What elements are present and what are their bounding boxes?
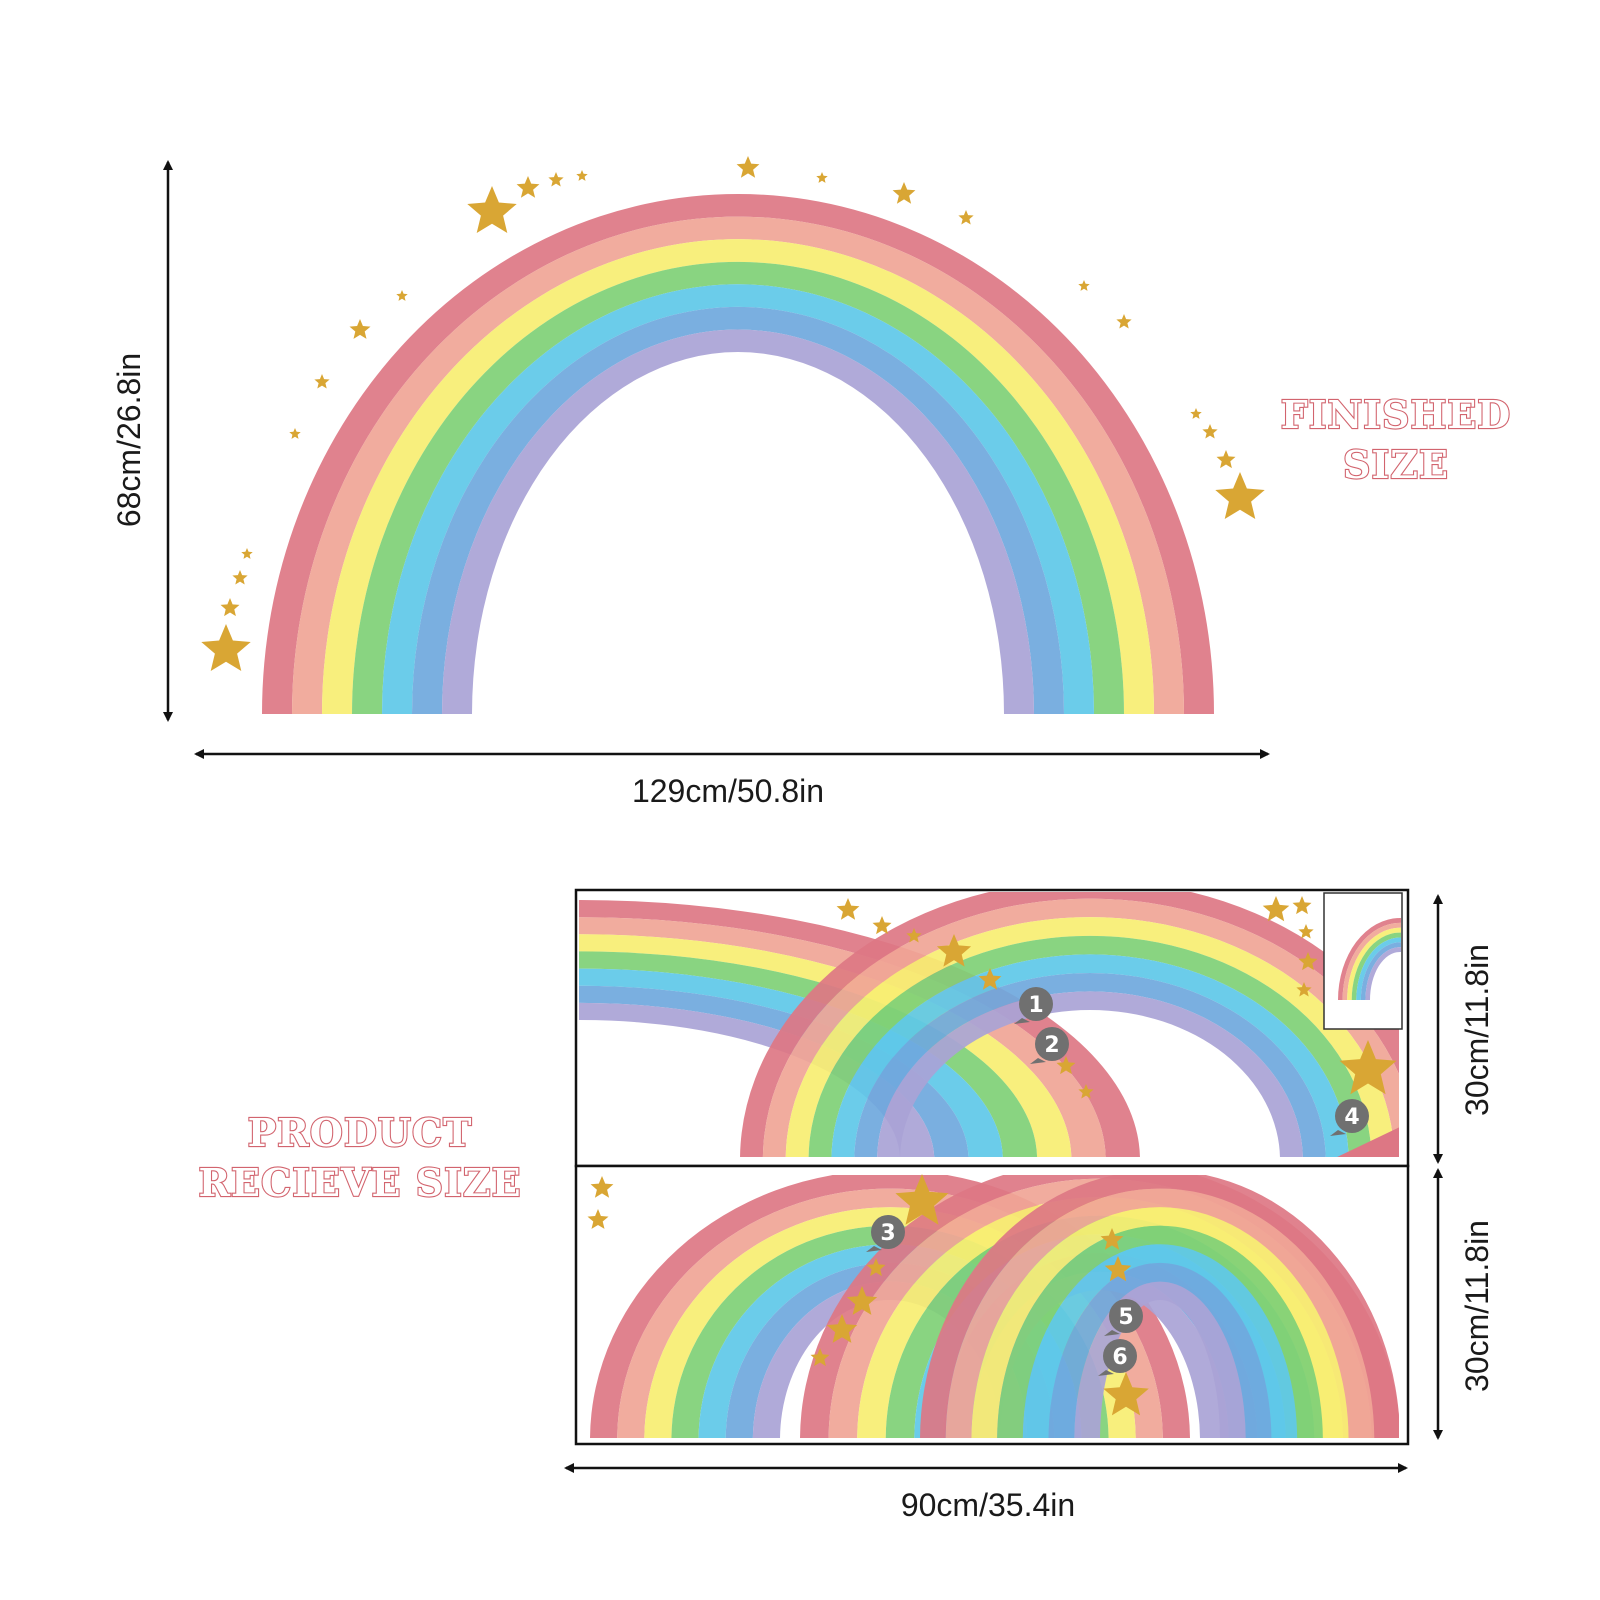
rainbow-piece: [1337, 1127, 1399, 1157]
finished-rainbow-stars: [201, 156, 1265, 671]
star-icon: [892, 182, 916, 204]
star-icon: [467, 186, 517, 233]
star-icon: [516, 176, 540, 198]
star-icon: [816, 172, 828, 183]
star-icon: [232, 570, 248, 585]
sheet2-rainbow-right-band: [1022, 1244, 1298, 1438]
piece-number: 2: [1044, 1033, 1059, 1058]
sheet2-rainbow-right-band: [971, 1207, 1349, 1438]
star-icon: [846, 1286, 878, 1315]
number-tag-icon: 1: [1014, 987, 1053, 1024]
sticker-preview-thumbnail: [1323, 892, 1403, 1030]
star-icon: [576, 170, 588, 181]
sheet2-rainbow-right-band: [1048, 1262, 1272, 1438]
finished-height-label: 68cm/26.8in: [111, 353, 147, 527]
piece-number: 6: [1112, 1345, 1127, 1370]
star-icon: [590, 1176, 614, 1198]
star-icon: [289, 428, 301, 439]
star-icon: [1056, 1056, 1076, 1075]
thumbnail-rainbow-band: [1351, 932, 1401, 1000]
star-icon: [958, 210, 974, 225]
star-icon: [1298, 952, 1318, 971]
sheet-stars: [587, 896, 1397, 1416]
product-size-label-line1: PRODUCT: [248, 1110, 473, 1155]
star-icon: [241, 548, 253, 559]
star-icon: [906, 928, 922, 943]
thumbnail-rainbow-band: [1356, 938, 1401, 1000]
star-icon: [736, 156, 760, 178]
star-icon: [1078, 1084, 1094, 1099]
star-icon: [1202, 424, 1218, 439]
star-icon: [895, 1174, 949, 1225]
star-icon: [396, 290, 408, 301]
finished-size-label-line1: FINISHED: [1281, 392, 1512, 437]
star-icon: [548, 172, 564, 187]
star-icon: [349, 319, 371, 339]
star-icon: [1339, 1040, 1397, 1095]
star-icon: [810, 1348, 830, 1367]
star-icon: [587, 1209, 609, 1229]
finished-width-label: 129cm/50.8in: [632, 773, 824, 809]
number-tag-icon: 3: [866, 1215, 905, 1252]
star-icon: [1215, 472, 1265, 519]
star-icon: [1116, 314, 1132, 329]
star-icon: [826, 1314, 858, 1343]
star-icon: [866, 1258, 886, 1277]
star-icon: [836, 898, 860, 920]
thumbnail-rainbow-band: [1347, 927, 1401, 1000]
star-icon: [978, 968, 1002, 990]
star-icon: [1190, 408, 1202, 419]
product-sheet-2: [574, 1164, 1410, 1446]
thumbnail-rainbow-band: [1365, 947, 1401, 1000]
number-tag-icon: 2: [1030, 1027, 1069, 1064]
star-icon: [1262, 896, 1290, 922]
number-tag-icon: 5: [1104, 1299, 1143, 1336]
star-icon: [1104, 1256, 1132, 1282]
star-icon: [1298, 924, 1314, 939]
piece-number-tags: 12 3 4 5 6: [866, 987, 1369, 1376]
star-icon: [1100, 1228, 1124, 1250]
star-icon: [1216, 450, 1236, 469]
sheet2-height-label: 30cm/11.8in: [1459, 1220, 1495, 1392]
star-icon: [1078, 280, 1090, 291]
star-icon: [1292, 896, 1312, 915]
product-sheet-1: [574, 888, 1410, 1168]
star-icon: [1296, 982, 1312, 997]
finished-size-label-line2: SIZE: [1343, 442, 1449, 487]
star-icon: [872, 916, 892, 935]
thumbnail-rainbow-band: [1338, 918, 1401, 1000]
number-tag-icon: 4: [1330, 1099, 1369, 1136]
star-icon: [936, 934, 972, 967]
thumbnail-rainbow-band: [1342, 922, 1401, 1000]
number-tag-icon: 6: [1098, 1339, 1137, 1376]
star-icon: [201, 624, 251, 671]
piece-number: 4: [1344, 1105, 1359, 1130]
sheet1-rainbow-right-band: [854, 973, 1326, 1157]
sheet1-height-label: 30cm/11.8in: [1459, 944, 1495, 1116]
sheet1-rainbow-right-band: [877, 991, 1303, 1157]
piece-number: 3: [880, 1221, 895, 1246]
finished-rainbow: [262, 194, 1214, 714]
star-icon: [1103, 1372, 1149, 1416]
star-icon: [220, 598, 240, 617]
piece-number: 5: [1118, 1305, 1133, 1330]
thumbnail-rainbow-band: [1360, 943, 1401, 1000]
sheet2-rainbow-right-band: [997, 1225, 1323, 1438]
piece-number: 1: [1028, 993, 1043, 1018]
product-size-label-line2: RECIEVE SIZE: [198, 1160, 521, 1205]
sheet-width-label: 90cm/35.4in: [901, 1487, 1075, 1523]
star-icon: [314, 374, 330, 389]
